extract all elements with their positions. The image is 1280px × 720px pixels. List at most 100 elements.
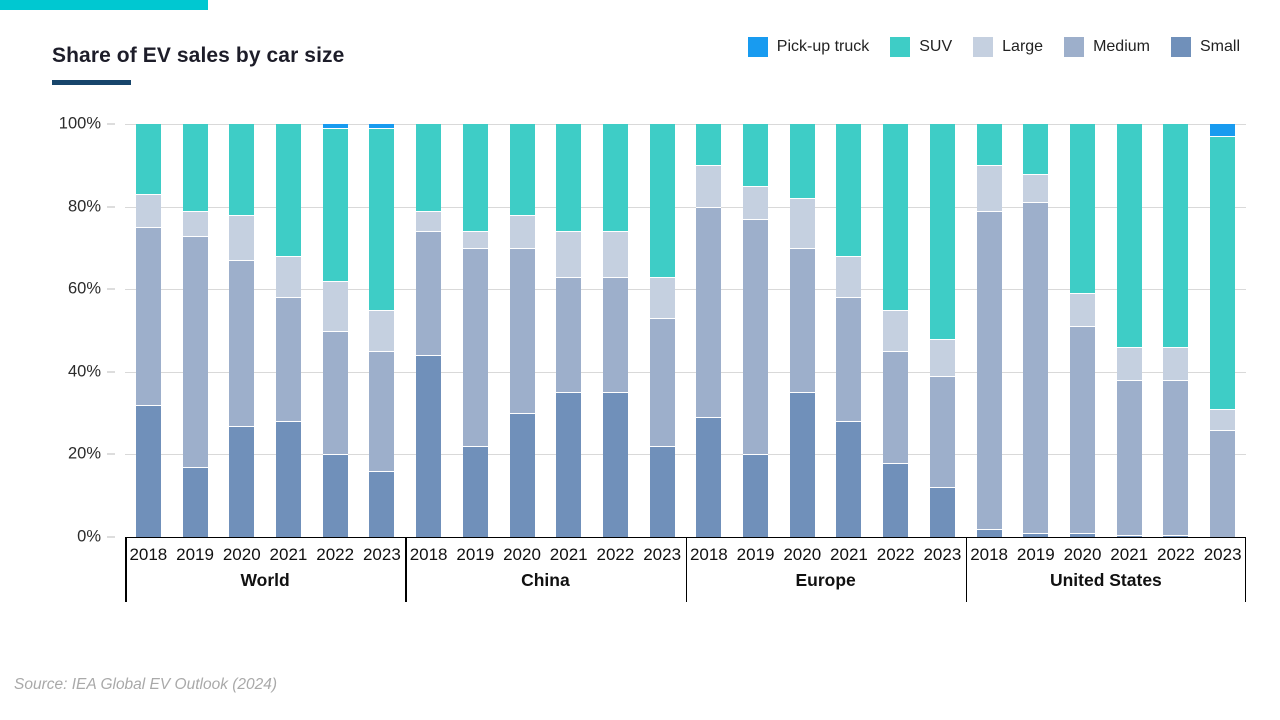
- bar-segment: [602, 124, 628, 232]
- years-group: 2018 2019 2020 2021 2022 2023: [686, 542, 966, 565]
- bar-segment: [1023, 202, 1049, 533]
- bar-segment: [275, 256, 301, 298]
- years-group: 2018 2019 2020 2021 2022 2023: [125, 542, 405, 565]
- bar-segment: [322, 124, 348, 129]
- year-label: 2019: [176, 544, 214, 564]
- legend-item: Medium: [1064, 37, 1150, 57]
- bar-segment: [743, 219, 769, 455]
- stacked-bar: [696, 124, 722, 537]
- bar-segment: [322, 128, 348, 281]
- bar-slot: [359, 124, 406, 537]
- bar-segment: [1116, 347, 1142, 381]
- year-label: 2020: [503, 544, 541, 564]
- bar-segment: [883, 124, 909, 310]
- stacked-bar: [135, 124, 161, 537]
- bar-segment: [929, 487, 955, 537]
- stacked-bar: [322, 124, 348, 537]
- y-tick: 40%: [68, 362, 115, 381]
- bar-slot: [452, 124, 499, 537]
- bar-group-china: [405, 124, 685, 537]
- gridline: [125, 454, 1246, 456]
- stacked-bar: [416, 124, 442, 537]
- bar-segment: [556, 276, 582, 393]
- bar-segment: [556, 231, 582, 277]
- bar-segment: [836, 421, 862, 537]
- bar-segment: [649, 124, 675, 277]
- legend-item: Large: [973, 37, 1043, 57]
- stacked-bar: [976, 124, 1002, 537]
- bar-group-europe: [686, 124, 966, 537]
- year-label: 2022: [876, 544, 915, 564]
- year-label: 2023: [1203, 544, 1242, 564]
- bar-segment: [509, 247, 535, 414]
- bar-segment: [649, 446, 675, 537]
- legend-swatch-icon: [890, 37, 911, 57]
- bar-slot: [1012, 124, 1059, 537]
- stacked-bar: [1116, 124, 1142, 537]
- bar-slot: [545, 124, 592, 537]
- year-label: 2018: [689, 544, 728, 564]
- bar-segment: [743, 124, 769, 186]
- group-separator: [125, 538, 127, 602]
- bar-segment: [462, 124, 488, 232]
- bar-group-world: [125, 124, 405, 537]
- year-label: 2021: [830, 544, 868, 564]
- legend-item: SUV: [890, 37, 952, 57]
- group-separator: [1244, 538, 1246, 602]
- chart-legend: Pick-up truck SUV Large Medium Small: [747, 37, 1240, 57]
- bar-group-united-states: [966, 124, 1246, 537]
- year-label: 2023: [362, 544, 401, 564]
- chart-title: Share of EV sales by car size: [52, 44, 345, 67]
- bar-segment: [416, 231, 442, 356]
- region-label: United States: [1049, 570, 1162, 590]
- bar-segment: [462, 231, 488, 248]
- chart-plot-area: 0% 20% 40% 60% 80% 100%: [59, 115, 1246, 546]
- y-tick-mark: [107, 453, 115, 455]
- bar-segment: [462, 446, 488, 537]
- year-labels-row: 2018 2019 2020 2021 2022 2023 2018 2019 2020 2021…: [125, 538, 1246, 568]
- year-label: 2019: [456, 544, 495, 564]
- bar-segment: [743, 185, 769, 219]
- bar-segment: [696, 165, 722, 207]
- legend-swatch-icon: [747, 37, 768, 57]
- bar-segment: [1163, 380, 1189, 535]
- bar-segment: [1023, 532, 1049, 537]
- bar-segment: [1116, 124, 1142, 348]
- legend-label: Small: [1199, 38, 1240, 55]
- stacked-bar: [929, 124, 955, 537]
- legend-label: SUV: [919, 38, 953, 55]
- bar-slot: [732, 124, 779, 537]
- bar-segment: [789, 392, 815, 537]
- bar-slot: [1106, 124, 1153, 537]
- gridline: [125, 371, 1246, 373]
- bar-segment: [369, 309, 395, 352]
- stacked-bar: [275, 124, 301, 537]
- region-labels-row: World China Europe United States: [125, 568, 1246, 600]
- year-label: 2021: [269, 544, 308, 564]
- legend-label: Pick-up truck: [776, 38, 870, 55]
- bar-segment: [275, 297, 301, 422]
- region-label: China: [521, 570, 570, 590]
- stacked-bar: [1210, 124, 1236, 537]
- x-axis: 2018 2019 2020 2021 2022 2023 2018 2019 2020 2021…: [125, 537, 1246, 603]
- stacked-bar: [509, 124, 535, 537]
- bar-segment: [1163, 347, 1189, 381]
- bar-slot: [779, 124, 826, 537]
- bar-segment: [135, 227, 161, 405]
- y-tick: 100%: [59, 115, 115, 134]
- bar-segment: [883, 462, 909, 537]
- year-label: 2021: [549, 544, 588, 564]
- year-label: 2022: [1157, 544, 1195, 564]
- bar-segment: [836, 297, 862, 422]
- bar-segment: [976, 165, 1002, 211]
- legend-swatch-icon: [1170, 37, 1191, 57]
- bar-slot: [405, 124, 452, 537]
- bar-segment: [789, 198, 815, 248]
- bar-segment: [602, 231, 628, 277]
- y-axis: 0% 20% 40% 60% 80% 100%: [0, 115, 125, 546]
- stacked-bar: [743, 124, 769, 537]
- year-label: 2020: [1063, 544, 1102, 564]
- bar-segment: [696, 417, 722, 537]
- bar-segment: [929, 375, 955, 488]
- group-separator: [685, 538, 687, 602]
